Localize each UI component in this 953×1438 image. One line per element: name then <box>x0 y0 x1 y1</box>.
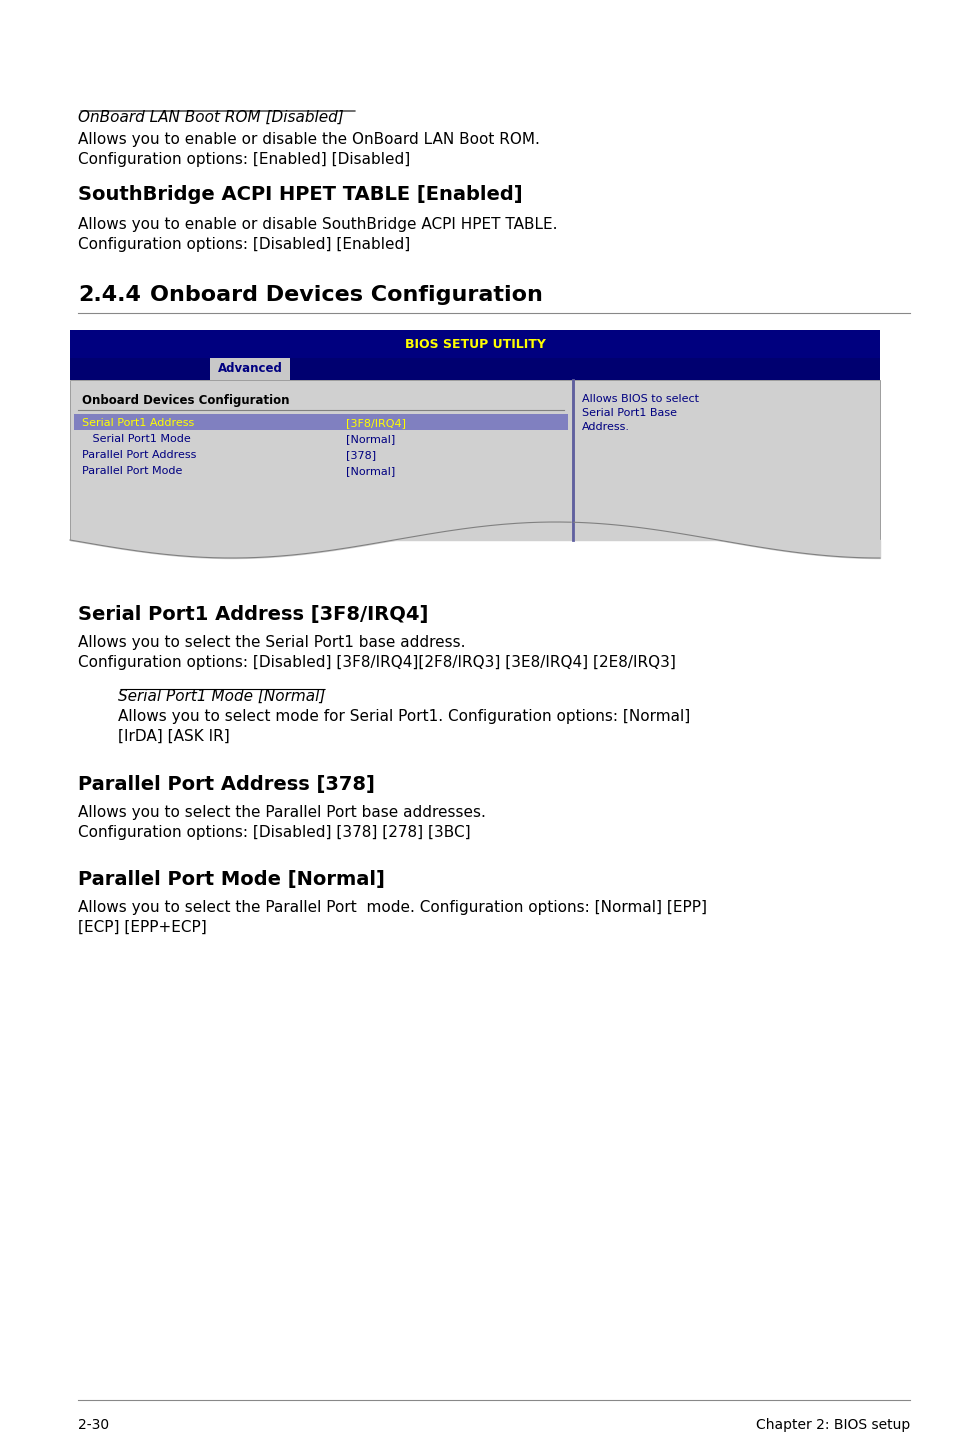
Text: Allows you to select the Parallel Port base addresses.
Configuration options: [D: Allows you to select the Parallel Port b… <box>78 805 485 840</box>
Text: Parallel Port Mode [Normal]: Parallel Port Mode [Normal] <box>78 870 384 889</box>
Text: Allows you to enable or disable SouthBridge ACPI HPET TABLE.
Configuration optio: Allows you to enable or disable SouthBri… <box>78 217 557 252</box>
Text: Serial Port1 Address: Serial Port1 Address <box>82 418 194 429</box>
Text: [378]: [378] <box>346 450 375 460</box>
Text: Serial Port1 Address [3F8/IRQ4]: Serial Port1 Address [3F8/IRQ4] <box>78 605 428 624</box>
Text: 2-30: 2-30 <box>78 1418 109 1432</box>
Text: [Normal]: [Normal] <box>346 434 395 444</box>
Text: Advanced: Advanced <box>217 362 282 375</box>
FancyBboxPatch shape <box>70 358 879 380</box>
Text: Onboard Devices Configuration: Onboard Devices Configuration <box>150 285 542 305</box>
Text: Serial Port1 Mode [Normal]: Serial Port1 Mode [Normal] <box>118 689 325 705</box>
FancyBboxPatch shape <box>70 380 572 541</box>
Text: Serial Port1 Mode: Serial Port1 Mode <box>82 434 191 444</box>
Text: Chapter 2: BIOS setup: Chapter 2: BIOS setup <box>755 1418 909 1432</box>
Text: Onboard Devices Configuration: Onboard Devices Configuration <box>82 394 289 407</box>
Text: OnBoard LAN Boot ROM [Disabled]: OnBoard LAN Boot ROM [Disabled] <box>78 109 343 125</box>
Text: Parallel Port Address [378]: Parallel Port Address [378] <box>78 775 375 794</box>
Text: 2.4.4: 2.4.4 <box>78 285 141 305</box>
FancyBboxPatch shape <box>574 380 879 541</box>
FancyBboxPatch shape <box>70 329 879 358</box>
FancyBboxPatch shape <box>210 358 290 380</box>
Text: [Normal]: [Normal] <box>346 466 395 476</box>
Text: Allows you to select the Parallel Port  mode. Configuration options: [Normal] [E: Allows you to select the Parallel Port m… <box>78 900 706 935</box>
Text: Allows you to enable or disable the OnBoard LAN Boot ROM.
Configuration options:: Allows you to enable or disable the OnBo… <box>78 132 539 167</box>
Text: [3F8/IRQ4]: [3F8/IRQ4] <box>346 418 406 429</box>
Text: BIOS SETUP UTILITY: BIOS SETUP UTILITY <box>404 338 545 351</box>
Text: Allows BIOS to select
Serial Port1 Base
Address.: Allows BIOS to select Serial Port1 Base … <box>581 394 699 431</box>
Text: Parallel Port Address: Parallel Port Address <box>82 450 196 460</box>
Text: Allows you to select the Serial Port1 base address.
Configuration options: [Disa: Allows you to select the Serial Port1 ba… <box>78 636 675 670</box>
Text: Parallel Port Mode: Parallel Port Mode <box>82 466 182 476</box>
FancyBboxPatch shape <box>74 414 568 430</box>
Text: SouthBridge ACPI HPET TABLE [Enabled]: SouthBridge ACPI HPET TABLE [Enabled] <box>78 186 522 204</box>
Text: Allows you to select mode for Serial Port1. Configuration options: [Normal]
[IrD: Allows you to select mode for Serial Por… <box>118 709 690 743</box>
